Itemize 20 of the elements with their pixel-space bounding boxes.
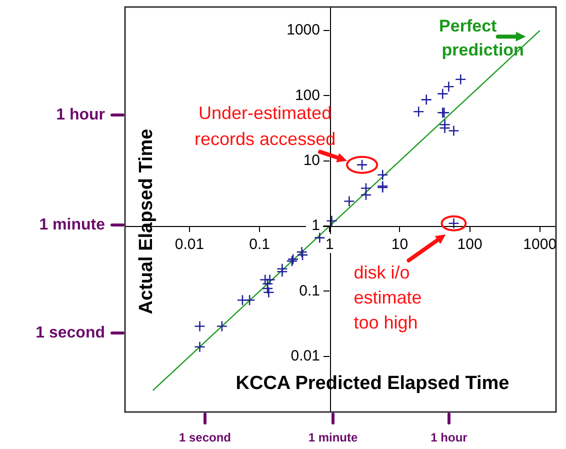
- y-tick-label: 0.1: [299, 282, 320, 300]
- y-tick-label: 1000: [286, 22, 320, 39]
- text: 1 hour: [430, 430, 468, 444]
- x-tick-label: 1: [325, 236, 334, 254]
- x-tick-label: 1000: [523, 236, 557, 254]
- text: 1 second: [36, 324, 105, 342]
- text: 1 minute: [39, 216, 106, 234]
- y-tick-label: 0.01: [290, 348, 320, 365]
- text: 1 hour: [56, 106, 105, 124]
- text: 1 second: [178, 430, 232, 444]
- x-tick-label: 100: [457, 236, 482, 254]
- y-axis-title: Actual Elapsed Time: [136, 128, 158, 314]
- y-tick-label: 100: [294, 86, 320, 104]
- y-tick-label: 1: [312, 217, 320, 234]
- x-tick-label: 10: [391, 236, 408, 254]
- annotation: disk i/o estimate too high: [354, 262, 422, 332]
- x-tick-label: 0.01: [174, 236, 204, 254]
- text: 1 minute: [308, 430, 358, 444]
- x-tick-label: 0.1: [249, 236, 270, 254]
- y-tick-label: 10: [303, 152, 320, 170]
